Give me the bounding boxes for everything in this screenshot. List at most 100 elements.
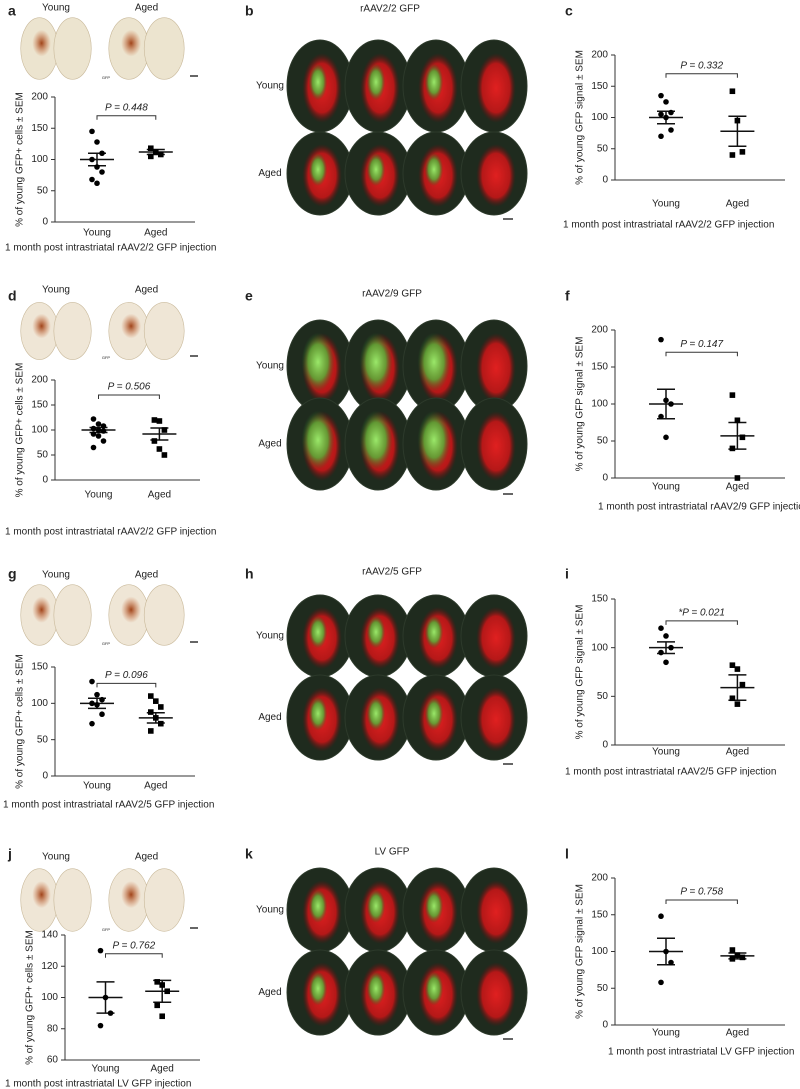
brain-section bbox=[53, 302, 92, 360]
data-point bbox=[153, 715, 159, 721]
p-value: P = 0.758 bbox=[680, 887, 723, 898]
data-point bbox=[161, 452, 168, 458]
data-point bbox=[658, 92, 664, 99]
data-point bbox=[148, 145, 154, 152]
data-point bbox=[663, 434, 669, 441]
data-point bbox=[148, 153, 154, 160]
y-axis-label: % of young GFP signal ± SEM bbox=[575, 50, 586, 185]
data-point bbox=[729, 392, 736, 398]
data-point bbox=[90, 431, 97, 437]
green-signal bbox=[417, 410, 451, 470]
data-point bbox=[734, 666, 741, 672]
y-tick-label: 100 bbox=[31, 425, 48, 436]
green-signal bbox=[366, 615, 386, 649]
y-tick-label: 50 bbox=[597, 983, 609, 994]
data-point bbox=[734, 475, 741, 481]
photo-label: Young bbox=[42, 570, 70, 581]
data-point bbox=[658, 649, 664, 656]
green-signal bbox=[424, 152, 444, 187]
data-point bbox=[729, 88, 736, 95]
stain-spot bbox=[32, 29, 51, 57]
x-tick-label: Young bbox=[85, 490, 113, 501]
data-point bbox=[89, 128, 95, 135]
p-value: P = 0.448 bbox=[105, 102, 148, 113]
data-point bbox=[663, 99, 669, 105]
data-point bbox=[739, 681, 746, 688]
green-signal bbox=[424, 696, 444, 731]
stain-spot bbox=[32, 596, 51, 623]
y-axis-label: % of young GFP+ cells ± SEM bbox=[15, 654, 26, 789]
stain-spot bbox=[32, 313, 51, 339]
y-tick-label: 0 bbox=[42, 217, 48, 228]
data-point bbox=[156, 446, 163, 452]
photo-label: Aged bbox=[135, 852, 158, 863]
green-signal bbox=[308, 889, 328, 923]
p-bracket bbox=[665, 73, 738, 78]
data-point bbox=[94, 164, 100, 170]
data-point bbox=[159, 982, 165, 988]
y-tick-label: 150 bbox=[591, 909, 608, 920]
brain-section bbox=[53, 17, 92, 80]
panel-title: rAAV2/5 GFP bbox=[362, 567, 422, 578]
x-tick-label: Young bbox=[92, 1064, 120, 1075]
red-signal bbox=[476, 333, 516, 403]
p-bracket bbox=[105, 953, 163, 958]
y-tick-label: 50 bbox=[597, 691, 609, 702]
x-tick-label: Aged bbox=[726, 1028, 749, 1039]
y-tick-label: 0 bbox=[42, 475, 48, 486]
data-point bbox=[148, 709, 154, 715]
red-signal bbox=[476, 53, 516, 123]
y-axis-label: % of young GFP+ cells ± SEM bbox=[25, 930, 36, 1065]
y-tick-label: 0 bbox=[602, 473, 608, 484]
panel-letter: h bbox=[245, 566, 254, 582]
y-tick-label: 80 bbox=[47, 1023, 59, 1034]
data-point bbox=[734, 952, 741, 958]
x-tick-label: Young bbox=[652, 199, 680, 210]
x-tick-label: Aged bbox=[726, 747, 749, 758]
y-tick-label: 200 bbox=[591, 325, 608, 336]
y-tick-label: 100 bbox=[31, 154, 48, 165]
caption: 1 month post intrastriatal rAAV2/2 GFP i… bbox=[5, 243, 216, 254]
stain-spot bbox=[32, 880, 51, 909]
x-tick-label: Aged bbox=[151, 1064, 174, 1075]
y-tick-label: 100 bbox=[591, 642, 608, 653]
y-tick-label: 150 bbox=[31, 123, 48, 134]
data-point bbox=[90, 425, 97, 432]
photo-label: Young bbox=[42, 285, 70, 296]
stain-label: GFP bbox=[102, 355, 111, 360]
y-tick-label: 200 bbox=[31, 92, 48, 103]
data-point bbox=[151, 438, 158, 444]
y-tick-label: 60 bbox=[47, 1055, 59, 1066]
row-label: Aged bbox=[258, 168, 281, 179]
data-point bbox=[100, 423, 107, 429]
data-point bbox=[156, 418, 163, 424]
data-point bbox=[90, 416, 97, 422]
y-tick-label: 0 bbox=[42, 771, 48, 782]
data-point bbox=[94, 691, 100, 698]
data-point bbox=[99, 696, 105, 703]
caption: 1 month post intrastriatal rAAV2/2 GFP i… bbox=[5, 527, 216, 538]
green-signal bbox=[359, 332, 393, 392]
data-point bbox=[89, 156, 95, 163]
data-point bbox=[89, 720, 95, 727]
brain-section bbox=[143, 584, 185, 646]
green-signal bbox=[301, 332, 335, 392]
panel-letter: a bbox=[8, 3, 16, 19]
p-bracket bbox=[96, 115, 157, 120]
data-point bbox=[668, 959, 674, 966]
data-point bbox=[729, 956, 736, 962]
data-point bbox=[95, 433, 102, 439]
green-signal bbox=[308, 63, 328, 101]
y-tick-label: 100 bbox=[591, 112, 608, 123]
y-tick-label: 140 bbox=[41, 930, 58, 941]
p-value: P = 0.332 bbox=[680, 60, 723, 71]
photo-label: Aged bbox=[135, 570, 158, 581]
green-signal bbox=[308, 971, 328, 1006]
data-point bbox=[739, 954, 746, 961]
photo-label: Aged bbox=[135, 3, 158, 14]
p-value: P = 0.096 bbox=[105, 670, 148, 681]
data-point bbox=[100, 438, 107, 444]
caption: 1 month post intrastriatal LV GFP inject… bbox=[5, 1079, 191, 1089]
data-point bbox=[99, 169, 105, 175]
green-signal bbox=[366, 63, 386, 101]
